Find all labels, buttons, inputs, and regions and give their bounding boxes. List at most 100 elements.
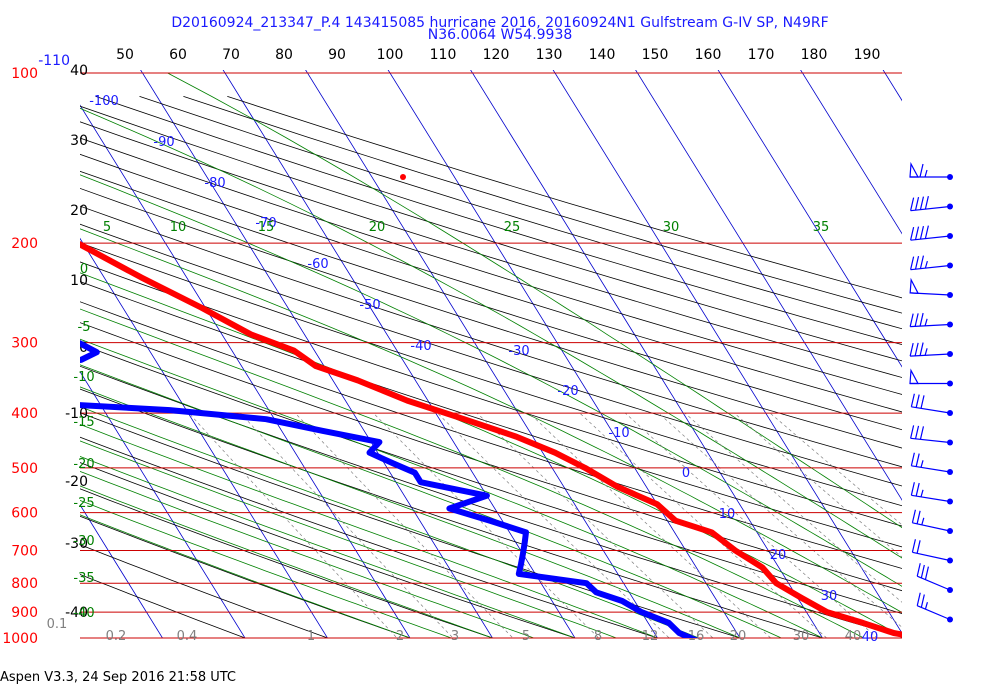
wind-barb-flag	[915, 453, 920, 467]
moist-adiabat-left-label: -35	[73, 571, 94, 586]
dry-adiabat-line	[80, 137, 902, 395]
dewpoint-point	[666, 620, 672, 626]
wind-barb	[910, 195, 953, 212]
temperature-tick-label: -30	[65, 536, 88, 552]
moist-adiabat-line	[80, 455, 576, 638]
dry-adiabat-line	[80, 223, 902, 487]
isotherm-line	[717, 70, 902, 368]
wind-barb-flag	[915, 482, 920, 497]
footer-text: Aspen V3.3, 24 Sep 2016 21:58 UTC	[0, 670, 237, 685]
wind-barb	[911, 509, 953, 534]
wind-barb-half-flag	[924, 260, 928, 269]
temperature-outlier-point	[400, 174, 406, 180]
isotherm-label: 40	[862, 630, 879, 645]
mixing-ratio-line	[684, 412, 902, 603]
dry-adiabat-line	[80, 121, 902, 378]
temperature-point	[355, 377, 361, 383]
isotherm-line	[635, 70, 902, 501]
temperature-point	[919, 636, 924, 641]
top-axis-tick-label: 80	[275, 47, 293, 63]
moist-adiabat-left-label: 0	[80, 262, 88, 277]
wind-barb-staff	[917, 605, 951, 621]
moist-adiabat-line	[80, 485, 493, 638]
isotherm-label: -100	[89, 94, 119, 109]
isotherm-line	[80, 237, 328, 638]
moist-adiabat-left-label: -20	[73, 457, 94, 472]
wind-barb-flag	[910, 425, 915, 439]
wind-barb-pennant	[909, 161, 920, 178]
mixing-ratio-label: 1	[307, 629, 315, 644]
temperature-point	[860, 620, 866, 626]
wind-barb-flag	[916, 540, 921, 554]
wind-barb	[909, 277, 953, 298]
temperature-point	[759, 564, 765, 570]
temperature-tick-label: -40	[65, 605, 88, 621]
moist-adiabat-line	[80, 174, 902, 587]
top-axis-tick-label: 160	[695, 47, 722, 63]
isotherm-label: -10	[608, 426, 629, 441]
wind-barb-flag	[916, 563, 921, 577]
mixing-ratio-line	[529, 412, 772, 638]
dewpoint-point	[676, 630, 682, 636]
dewpoint-point	[518, 561, 524, 567]
dewpoint-point	[484, 493, 490, 499]
isotherm-line	[552, 70, 902, 634]
moist-adiabat-label: 20	[369, 220, 386, 235]
isotherm-label: -60	[307, 257, 328, 272]
dry-adiabat-line	[80, 261, 902, 527]
wind-barb-staff	[910, 205, 951, 212]
moist-adiabat-left-label: -5	[78, 320, 91, 335]
moist-adiabat-line	[80, 500, 452, 638]
wind-barb-pennant	[909, 368, 920, 385]
wind-barb	[910, 225, 953, 241]
moist-adiabat-line	[80, 272, 902, 637]
mixing-ratio-line	[769, 412, 902, 526]
wind-barb	[911, 539, 953, 564]
temperature-tick-label: -20	[65, 474, 88, 490]
top-axis-tick-label: 50	[116, 47, 134, 63]
wind-barb-half-flag	[924, 318, 928, 326]
wind-barb-staff	[911, 406, 951, 414]
pressure-tick-label: 100	[11, 66, 38, 82]
dewpoint-point	[487, 518, 493, 524]
isotherm-label: -20	[557, 384, 578, 399]
wind-barb-flag	[910, 393, 915, 407]
temperature-point	[138, 274, 144, 280]
dewpoint-profile-line	[80, 339, 699, 638]
temperature-point	[404, 398, 410, 404]
mixing-ratio-line	[373, 412, 600, 638]
moist-adiabat-left-label: -15	[73, 415, 94, 430]
extra-marks	[400, 174, 406, 180]
wind-barb-flag	[910, 227, 915, 241]
dry-adiabat-line	[80, 301, 902, 569]
dry-adiabat-line	[80, 488, 494, 638]
wind-barb-flag	[919, 196, 925, 210]
top-axis-tick-label: 120	[483, 47, 510, 63]
wind-barb	[909, 312, 953, 328]
temperature-point	[732, 548, 738, 553]
top-axis-tick-label: 110	[430, 47, 457, 63]
dry-adiabat-line	[80, 544, 329, 638]
dry-adiabat-line	[95, 96, 902, 346]
temperature-point	[891, 630, 897, 636]
wind-barb	[916, 592, 953, 623]
pressure-tick-label: 400	[11, 406, 38, 422]
pressure-tick-label: 500	[11, 461, 38, 477]
moist-adiabat-left-label: -25	[73, 496, 94, 511]
mixing-ratio-line	[240, 412, 454, 638]
mixing-ratio-label: 2	[396, 629, 404, 644]
wind-barb	[916, 563, 953, 593]
dewpoint-point	[41, 323, 46, 328]
wind-barbs	[909, 161, 953, 623]
wind-barb-flag	[919, 426, 925, 440]
top-axis-tick-label: 90	[328, 47, 346, 63]
temperature-point	[513, 434, 519, 440]
temperature-point	[313, 363, 319, 369]
dry-adiabat-line	[80, 574, 247, 638]
dewpoint-point	[412, 470, 418, 476]
temperature-point	[945, 638, 950, 643]
moist-adiabat-left-label: -10	[73, 370, 94, 385]
moist-adiabat-left-label: -30	[73, 534, 94, 549]
dewpoint-point	[263, 416, 269, 422]
isotherm-label: -30	[508, 344, 529, 359]
